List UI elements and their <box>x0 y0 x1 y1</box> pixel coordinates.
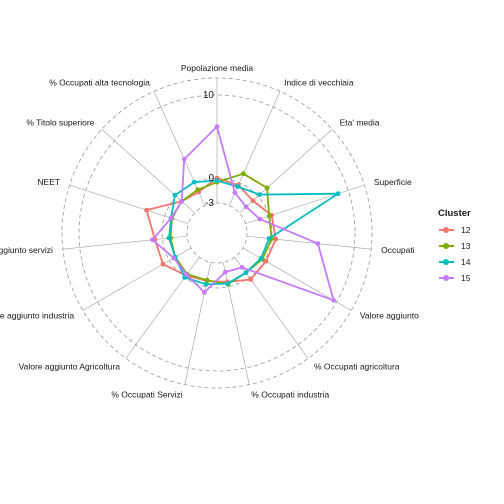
data-point-13 <box>241 171 246 177</box>
data-point-13 <box>264 185 270 191</box>
grid-circle <box>186 202 248 264</box>
data-point-15 <box>331 297 336 303</box>
outer-grid-circle <box>61 77 373 389</box>
radial-grid-line <box>153 91 206 206</box>
legend-key-icon <box>438 223 455 237</box>
legend-title: Cluster <box>438 208 471 219</box>
axis-label: Popolazione media <box>181 63 254 73</box>
axis-label: NEET <box>37 177 60 187</box>
data-point-12 <box>160 261 166 267</box>
data-point-14 <box>166 235 172 241</box>
legend-item: 12 <box>438 222 504 238</box>
series-line-14 <box>168 179 339 286</box>
data-point-15 <box>239 265 245 270</box>
legend-label: 12 <box>461 225 471 235</box>
data-point-13 <box>266 213 272 219</box>
data-point-15 <box>257 216 263 222</box>
axis-label: % Occupati industria <box>251 389 329 399</box>
radial-grid-line <box>62 235 188 250</box>
legend-label: 14 <box>461 257 471 267</box>
legend-key-icon <box>438 255 455 269</box>
axis-label: Indice di vecchiaia <box>284 77 354 87</box>
data-point-15 <box>181 156 187 162</box>
data-point-14 <box>214 178 220 184</box>
series-line-13 <box>169 172 273 286</box>
data-point-15 <box>243 204 249 210</box>
data-point-12 <box>263 258 269 264</box>
data-point-12 <box>248 277 254 282</box>
data-point-13 <box>204 277 210 283</box>
data-point-15 <box>202 290 207 295</box>
data-point-15 <box>179 198 185 204</box>
data-point-14 <box>235 184 241 190</box>
grid-circle <box>161 177 273 289</box>
data-point-14 <box>225 281 231 286</box>
axis-label: % Titolo superiore <box>26 118 94 128</box>
axis-label: Valore aggiunto servizi <box>0 245 53 255</box>
ring-label: 0 <box>208 173 214 184</box>
data-point-14 <box>335 191 341 197</box>
data-point-12 <box>250 198 256 204</box>
data-point-15 <box>232 190 238 196</box>
data-point-15 <box>168 215 174 221</box>
axis-labels: Popolazione media Indice di vecchiaia Eta'… <box>0 63 419 399</box>
data-point-12 <box>273 236 279 242</box>
legend-label: 13 <box>461 241 471 251</box>
data-point-15 <box>150 237 155 243</box>
axis-label: Valore aggiunto industria <box>0 311 74 321</box>
data-point-12 <box>144 207 150 213</box>
data-point-15 <box>184 272 190 278</box>
legend-item: 13 <box>438 238 504 254</box>
axis-label: % Occupati alta tecnologia <box>49 77 150 87</box>
data-point-14 <box>203 281 209 287</box>
data-point-13 <box>195 187 201 193</box>
axis-label: % Occupati agricoltura <box>314 362 400 372</box>
radial-grid-line <box>101 129 195 214</box>
radial-grid-line <box>239 129 333 214</box>
data-point-15 <box>315 241 321 247</box>
axis-label: Superficie <box>374 177 412 187</box>
legend-item: 14 <box>438 254 504 270</box>
data-point-14 <box>258 256 264 261</box>
data-point-14 <box>243 270 249 276</box>
data-point-14 <box>266 236 272 241</box>
radial-grid-line <box>245 184 365 225</box>
axis-label: % Occupati Servizi <box>111 389 182 399</box>
series-line-15 <box>151 125 335 302</box>
data-point-14 <box>172 192 178 198</box>
radial-grid-line <box>69 184 189 225</box>
axis-label: Eta' media <box>340 118 380 128</box>
axis-label: Valore aggiunto Agricoltura <box>19 362 121 372</box>
legend-item: 15 <box>438 270 504 286</box>
data-point-15 <box>171 255 177 261</box>
data-point-14 <box>191 179 197 185</box>
legend-label: 15 <box>461 273 471 283</box>
axis-label: Valore aggiunto <box>360 311 419 321</box>
ring-label: 10 <box>203 90 215 101</box>
grid-circle <box>78 94 356 372</box>
data-point-15 <box>222 269 228 275</box>
legend-key-icon <box>438 271 455 285</box>
legend-key-icon <box>438 239 455 253</box>
axis-label: Occupati <box>381 245 415 255</box>
ring-label: -3 <box>205 198 214 209</box>
legend: Cluster 12 13 14 15 <box>438 208 504 286</box>
data-point-15 <box>214 124 220 129</box>
data-point-14 <box>257 192 263 198</box>
